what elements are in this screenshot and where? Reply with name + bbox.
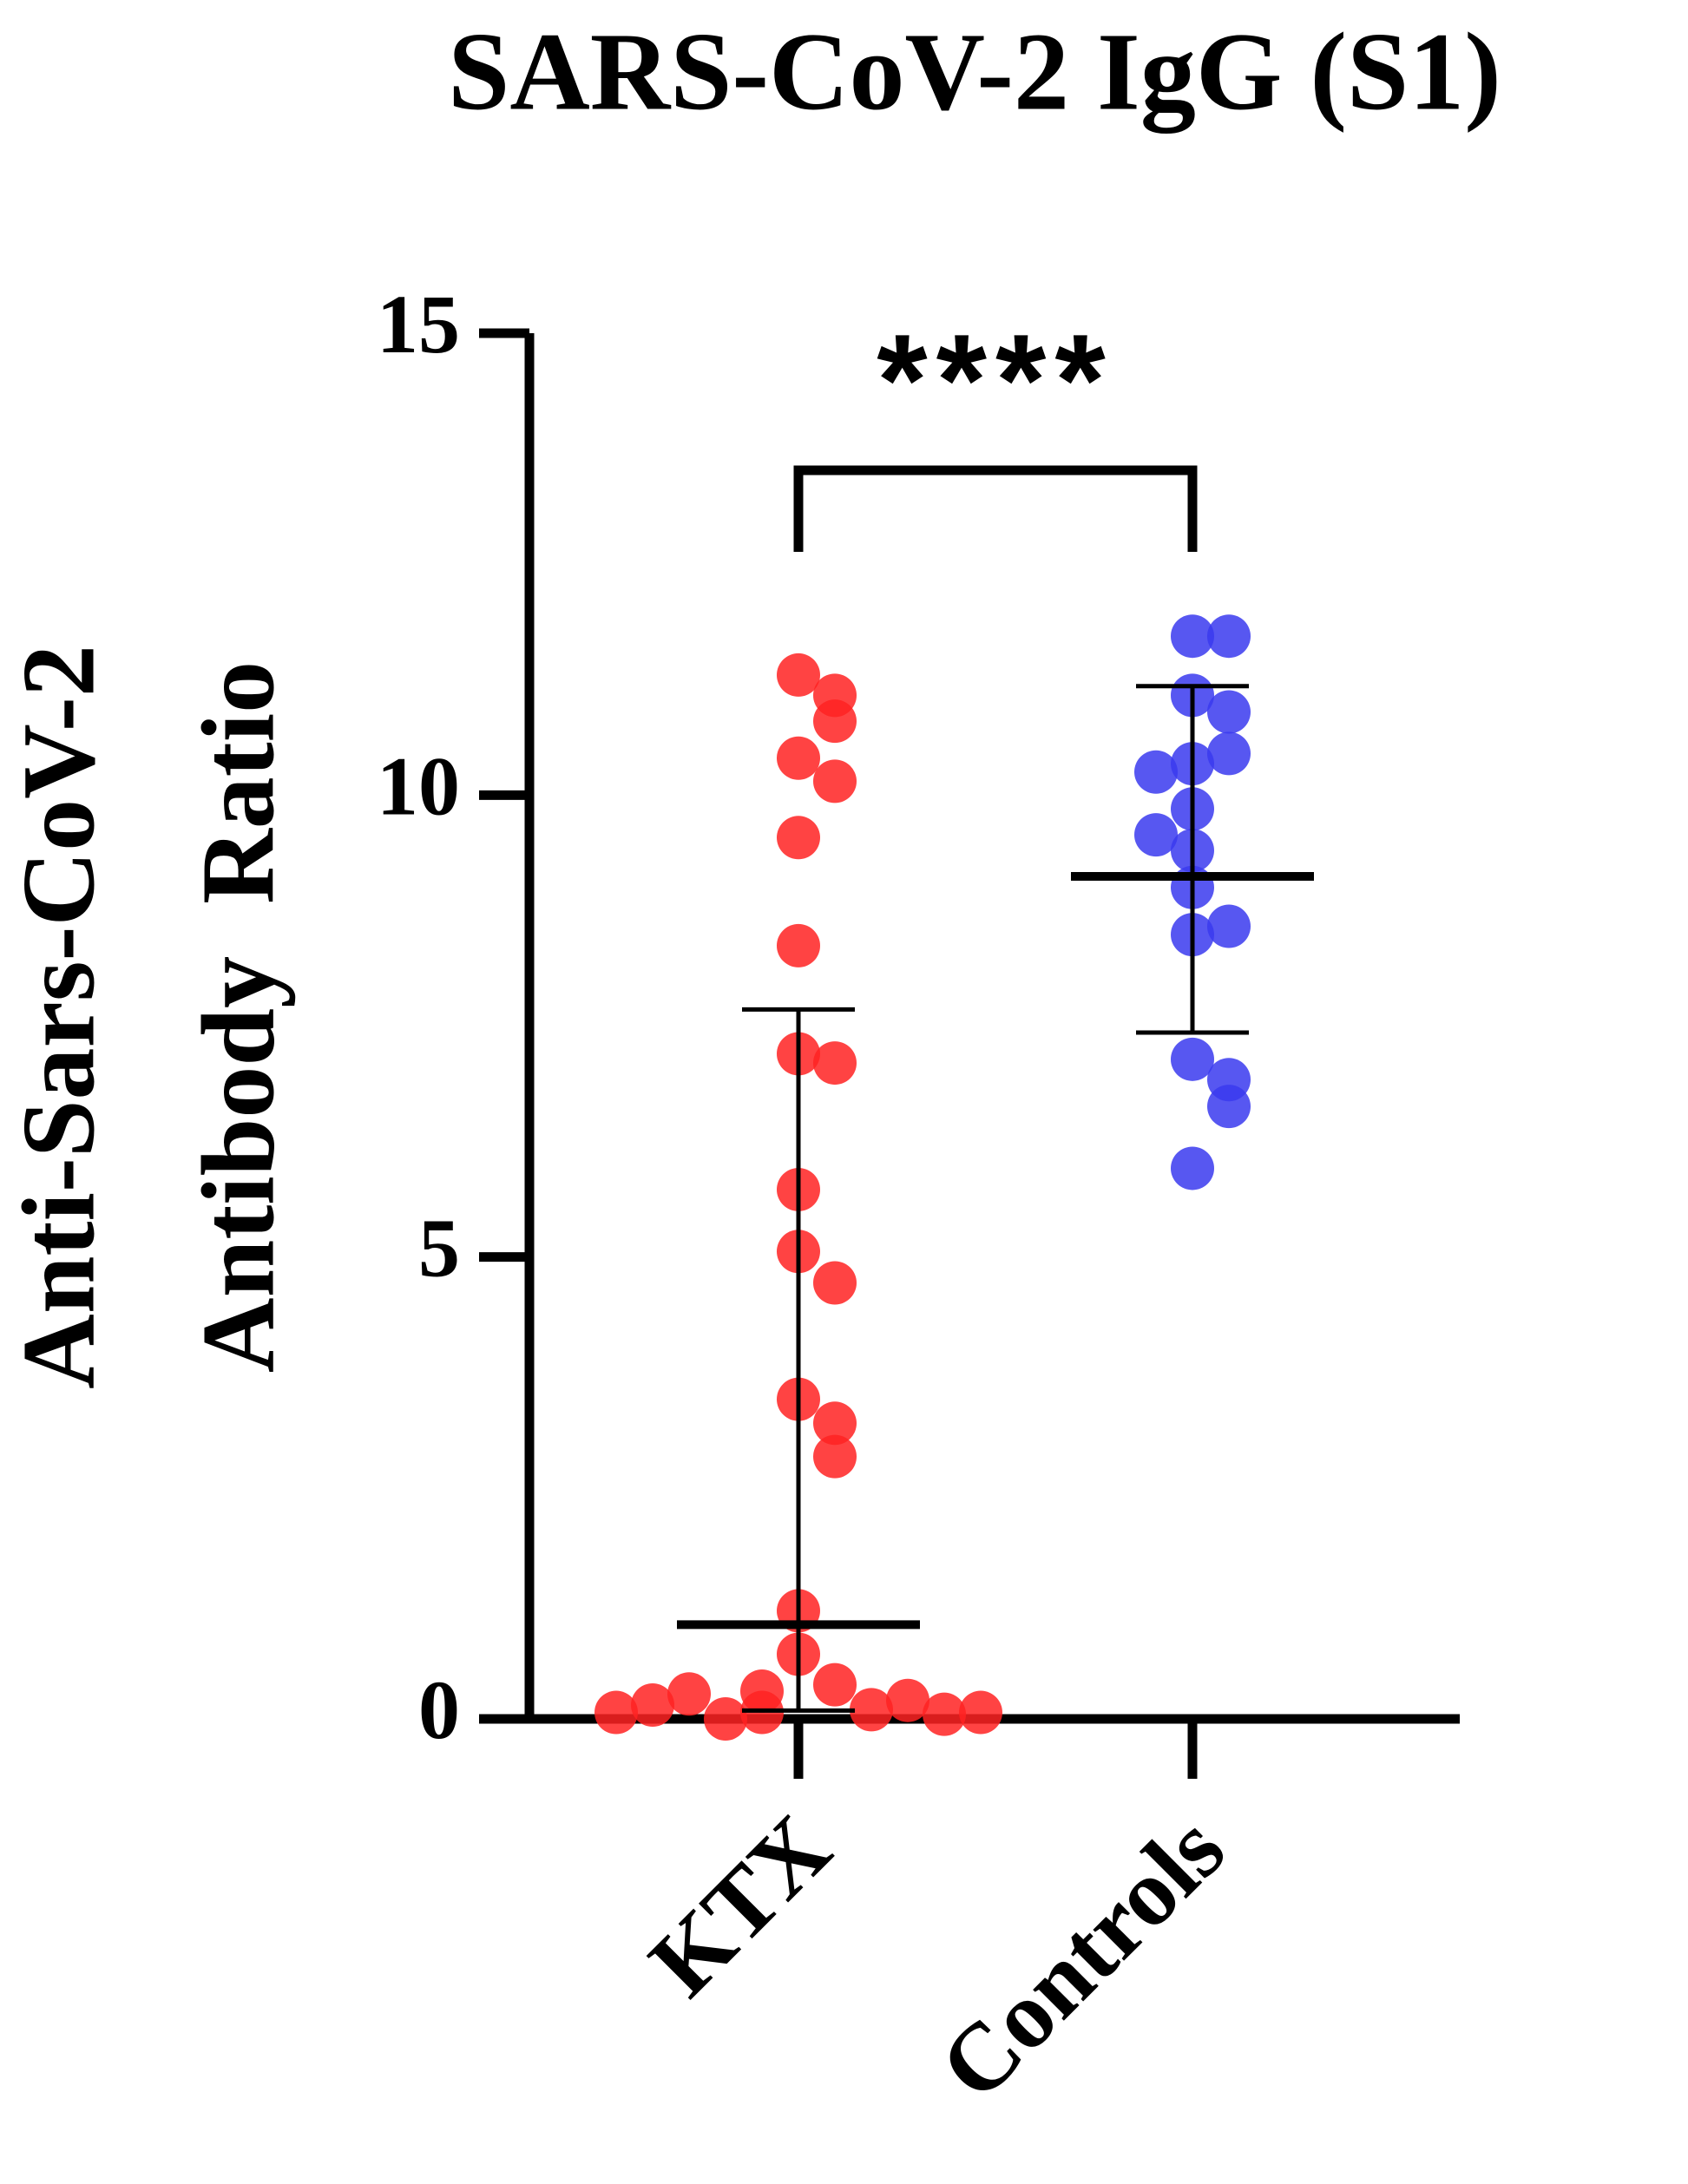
data-point (1171, 614, 1214, 659)
data-point (813, 1434, 857, 1479)
y-axis-label: Antibody Ratio (181, 661, 296, 1373)
data-point (813, 699, 857, 744)
significance-label: **** (877, 307, 1114, 453)
data-point (1171, 1037, 1214, 1081)
x-tick-label: KTX (629, 1795, 851, 2017)
y-tick-label: 0 (418, 1663, 460, 1756)
data-point (1207, 1085, 1251, 1129)
data-point (850, 1688, 893, 1732)
data-point (813, 1401, 857, 1446)
data-point (813, 1041, 857, 1085)
data-point (1207, 904, 1251, 948)
data-point (1134, 813, 1178, 857)
data-point (1207, 731, 1251, 776)
y-tick-label: 10 (377, 739, 460, 832)
data-point (813, 1261, 857, 1305)
data-point (704, 1697, 747, 1741)
data-point (594, 1690, 638, 1735)
significance-bracket (793, 465, 1198, 552)
data-point (1134, 750, 1178, 794)
data-point (1207, 690, 1251, 734)
data-point (777, 653, 820, 697)
data-point (813, 1663, 857, 1707)
y-axis-label: Anti-Sars-CoV-2 (1, 645, 116, 1389)
data-point (777, 736, 820, 780)
data-point (959, 1690, 1002, 1735)
data-point (1171, 1146, 1214, 1190)
y-tick-label: 5 (418, 1202, 460, 1295)
data-point (777, 816, 820, 860)
chart-title: SARS-CoV-2 IgG (S1) (448, 10, 1501, 133)
x-tick-label: Controls (919, 1795, 1244, 2120)
y-tick-label: 15 (377, 278, 460, 371)
data-point (1207, 614, 1251, 659)
data-point (813, 759, 857, 803)
data-point (886, 1678, 929, 1722)
data-point (667, 1672, 711, 1716)
data-point (923, 1692, 966, 1736)
data-point (777, 923, 820, 967)
data-point (631, 1683, 674, 1728)
